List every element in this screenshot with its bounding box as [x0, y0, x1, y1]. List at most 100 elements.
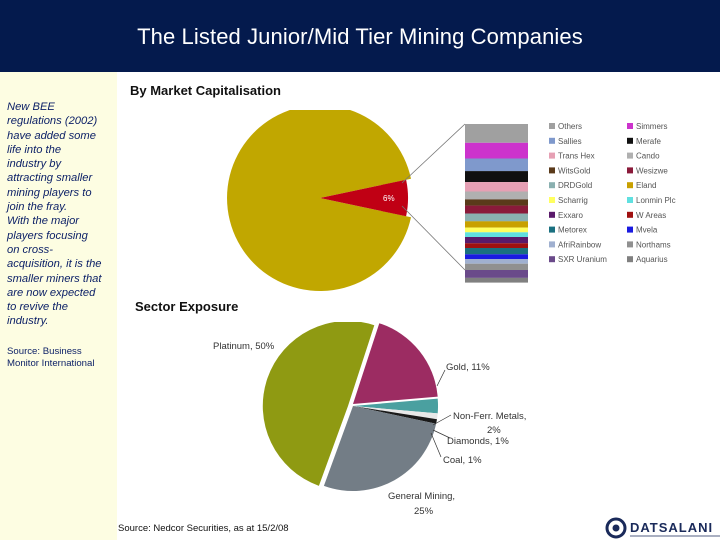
legend-label: AfriRainbow — [558, 240, 601, 249]
sector-title: Sector Exposure — [135, 299, 239, 314]
bar-segment — [465, 237, 528, 244]
leader-gold — [436, 369, 446, 387]
bar-segment — [465, 248, 528, 255]
logo-emblem-dot — [612, 524, 620, 532]
sidebar-commentary: New BEE regulations (2002) have added so… — [7, 100, 113, 329]
company-logo: DATSALANI — [605, 517, 720, 539]
bar-segment — [465, 199, 528, 206]
leader-coal — [430, 432, 442, 458]
legend-swatch — [549, 211, 555, 218]
legend-label: Scharrig — [558, 196, 588, 205]
legend-label: Metorex — [558, 226, 587, 235]
bar-segment — [465, 124, 528, 143]
label-non-ferrous: Non-Ferr. Metals, — [453, 411, 526, 422]
sector-chart: Platinum, 50% Gold, 11% Non-Ferr. Metals… — [213, 322, 526, 517]
sidebar-source: Source: Business Monitor International — [7, 346, 113, 370]
sidebar-line: join the fray. — [7, 201, 68, 214]
legend-swatch — [627, 123, 633, 129]
legend-swatch — [549, 256, 555, 263]
legend-swatch — [549, 241, 555, 248]
sidebar-line: New BEE — [7, 101, 55, 113]
legend-swatch — [549, 137, 555, 144]
label-diamonds: Diamonds, 1% — [447, 436, 509, 447]
sidebar-line: acquisition, it is the — [7, 258, 102, 271]
market-cap-legend: Others Simmers Sallies Merafe Trans Hex Cando… — [549, 122, 676, 264]
source-line: Monitor International — [7, 358, 95, 369]
sector-slice-general-mining — [323, 406, 437, 492]
legend-swatch — [627, 152, 633, 159]
sidebar-line: smaller miners that — [7, 272, 102, 285]
legend-swatch — [627, 211, 633, 218]
sector-slice-coal — [353, 406, 437, 424]
label-gold: Gold, 11% — [446, 362, 490, 373]
sidebar-line: have added some — [7, 129, 96, 142]
leader-non-ferrous — [432, 414, 452, 426]
bar-segment — [465, 191, 528, 200]
bar-segment — [465, 171, 528, 183]
sidebar-line: life into the — [7, 143, 62, 156]
legend-label: Merafe — [636, 137, 661, 146]
sidebar-line: industry by — [7, 158, 62, 171]
sidebar-line: regulations (2002) — [7, 115, 98, 128]
legend-label: W Areas — [636, 211, 666, 220]
legend-label: Eland — [636, 181, 656, 190]
legend-label: Exxaro — [558, 211, 583, 220]
sidebar-line: With the major — [7, 215, 80, 228]
sidebar-line: to revive the — [7, 301, 68, 314]
legend-label: Sallies — [558, 137, 582, 146]
bar-segment — [465, 213, 528, 222]
connector-line-top — [401, 123, 466, 184]
sidebar-line: industry. — [7, 315, 49, 328]
connector-line-bottom — [401, 205, 466, 271]
label-general-mining: General Mining, — [388, 491, 455, 502]
legend-swatch — [549, 197, 555, 203]
bar-segment — [465, 142, 528, 159]
legend-label: Others — [558, 122, 582, 131]
bar-segment — [465, 277, 528, 283]
sector-slice-diamonds — [353, 406, 438, 420]
legend-label: Cando — [636, 152, 660, 161]
legend-label: Simmers — [636, 122, 668, 131]
legend-swatch — [627, 256, 633, 263]
bar-segment — [465, 259, 528, 264]
sector-slice-non-ferrous — [353, 398, 439, 414]
title-bar: The Listed Junior/Mid Tier Mining Compan… — [0, 0, 720, 72]
bar-segment — [465, 182, 528, 192]
legend-label: SXR Uranium — [558, 255, 607, 264]
source-line: Source: Business — [7, 346, 82, 357]
legend-swatch — [627, 137, 633, 144]
legend-label: Lonmin Plc — [636, 196, 676, 205]
legend-swatch — [549, 167, 555, 174]
market-cap-title: By Market Capitalisation — [130, 83, 281, 98]
bar-segment — [465, 270, 528, 278]
logo-emblem — [605, 517, 627, 539]
legend-swatch — [549, 182, 555, 189]
legend-label: Northams — [636, 240, 671, 249]
bar-segment — [465, 205, 528, 214]
legend-swatch — [627, 226, 633, 233]
sidebar-line: are now expected — [7, 286, 96, 299]
market-cap-breakdown-bar — [465, 124, 528, 283]
bar-segment — [465, 221, 528, 228]
label-platinum: Platinum, 50% — [213, 341, 275, 352]
sidebar-line: players focusing — [7, 229, 88, 242]
legend-swatch — [627, 241, 633, 248]
market-cap-highlight-label: 6% — [383, 194, 395, 203]
sidebar-line: on cross- — [7, 243, 54, 256]
legend-swatch — [627, 197, 633, 203]
bar-segment — [465, 254, 528, 259]
label-coal: Coal, 1% — [443, 455, 482, 466]
sector-slice-gold — [353, 323, 438, 404]
legend-label: Wesizwe — [636, 166, 668, 175]
legend-swatch — [627, 167, 633, 174]
sector-slice-platinum — [262, 322, 375, 486]
legend-label: Aquarius — [636, 255, 668, 264]
market-cap-main-slice — [227, 110, 411, 291]
bar-segment — [465, 158, 528, 172]
bar-segment — [465, 232, 528, 237]
sidebar-line: mining players to — [7, 186, 92, 199]
bar-segment — [465, 263, 528, 270]
legend-swatch — [549, 123, 555, 129]
label-general-mining-pct: 25% — [414, 506, 434, 517]
legend-swatch — [549, 152, 555, 159]
